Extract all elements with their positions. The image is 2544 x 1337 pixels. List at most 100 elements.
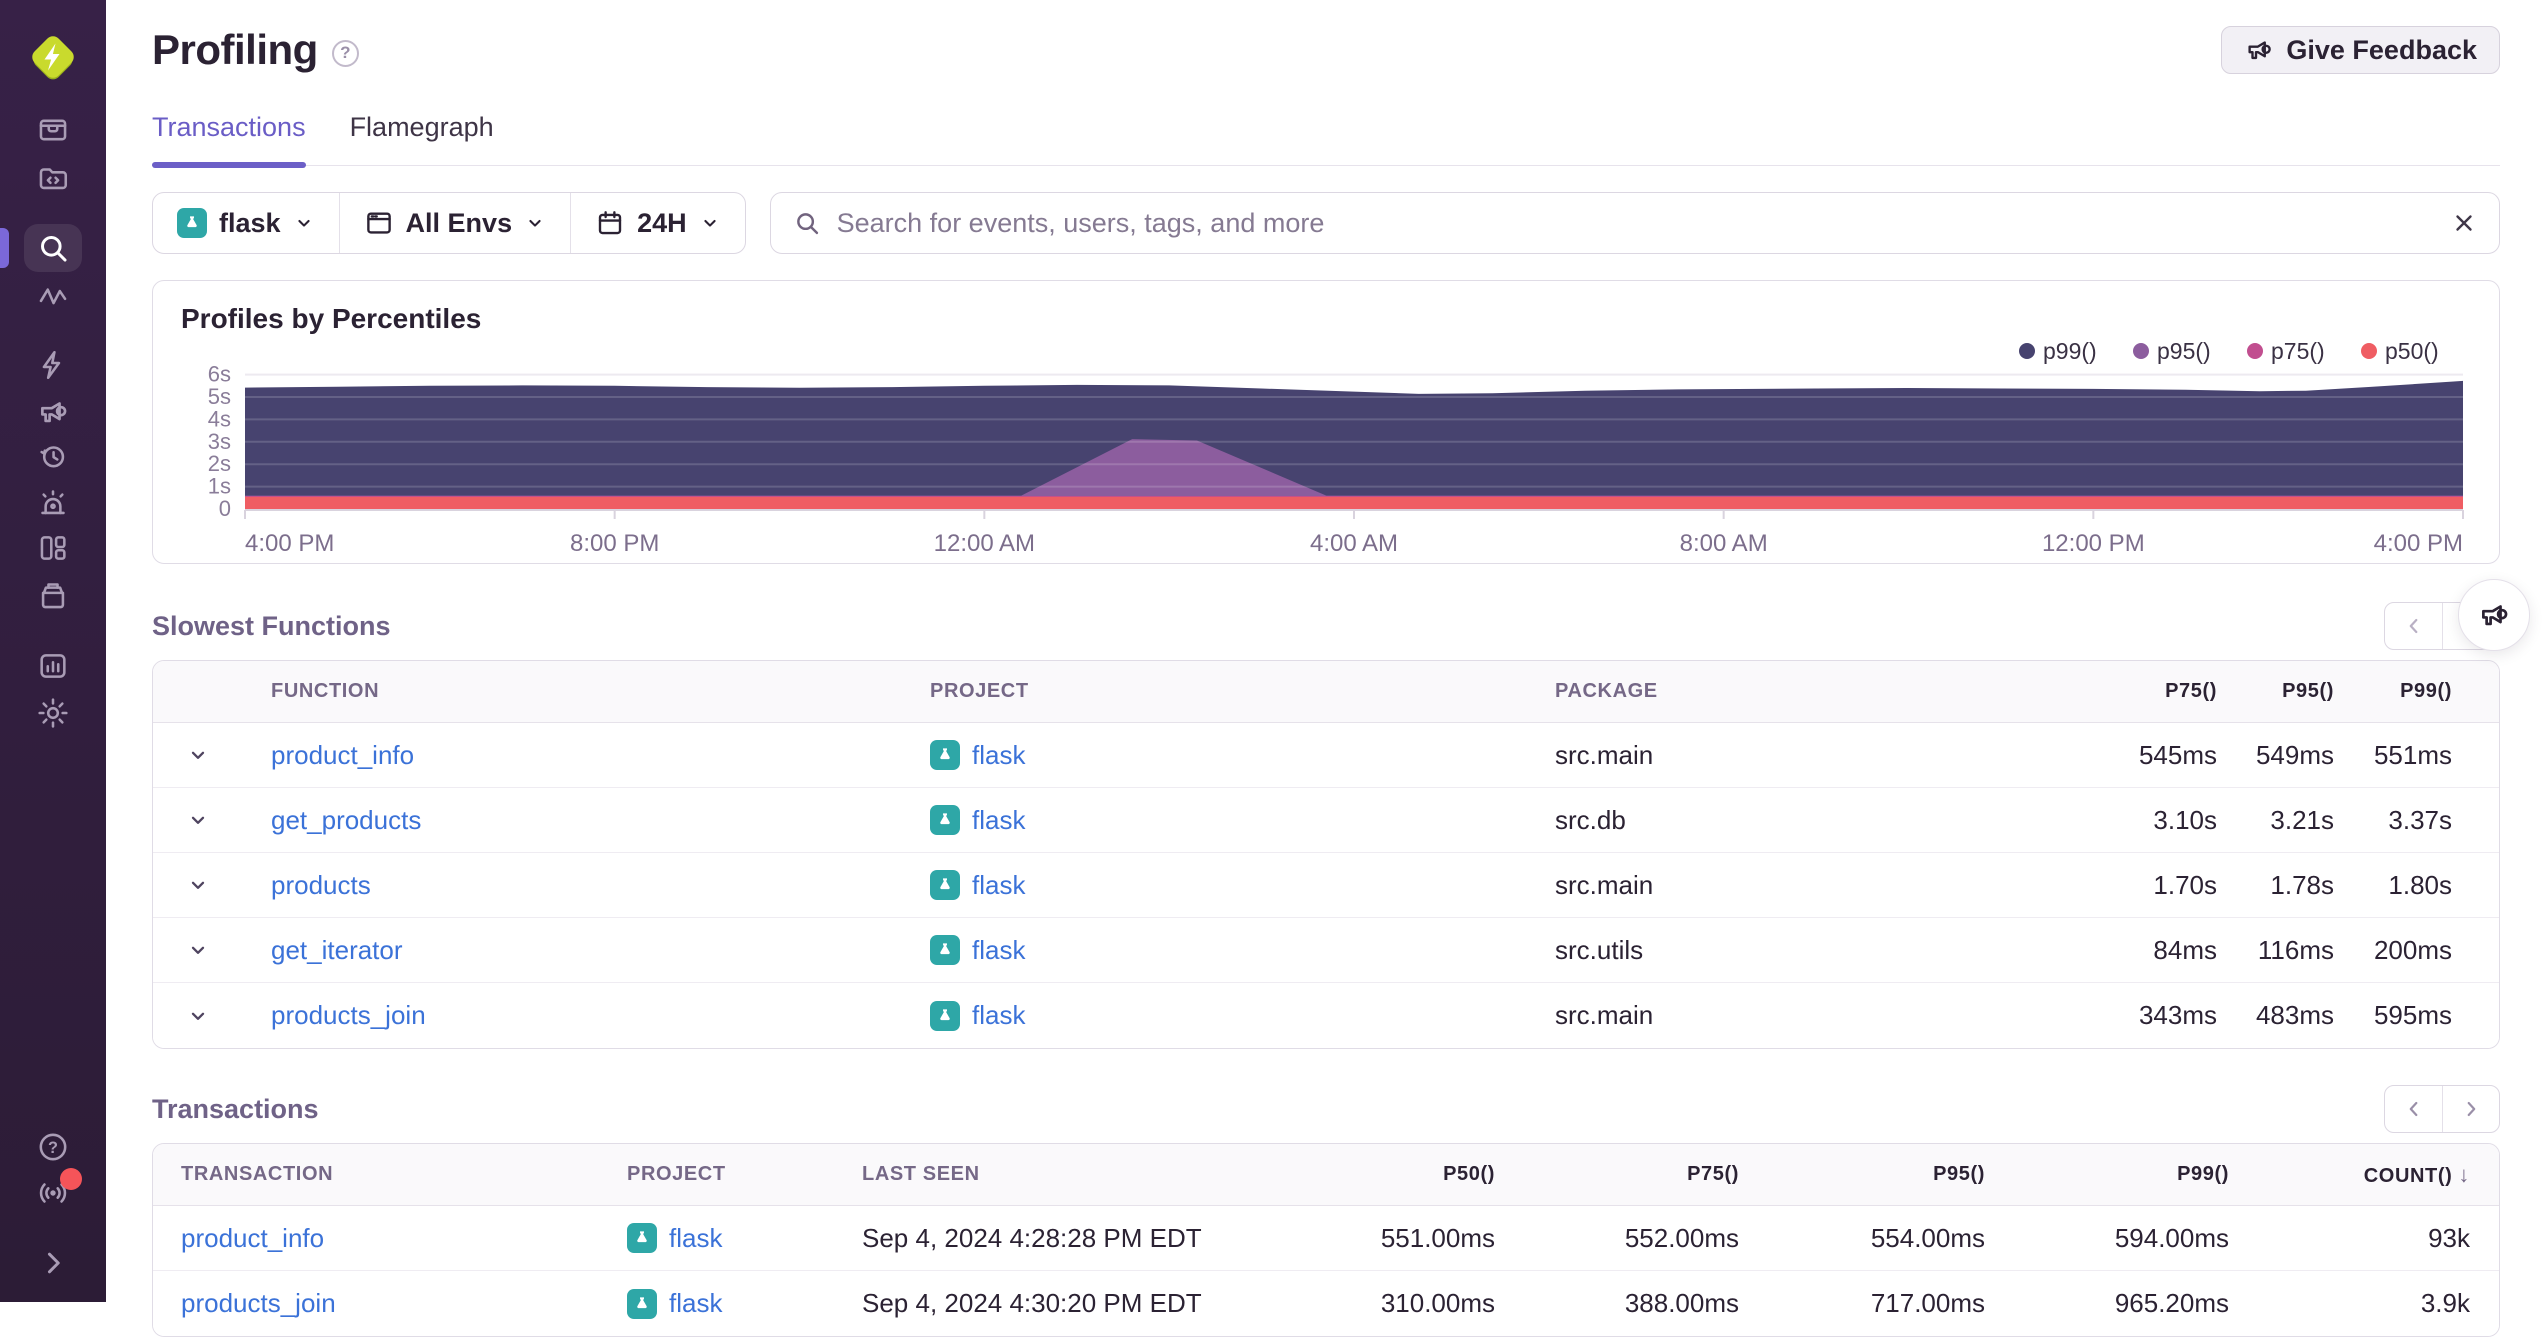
profiles-by-percentiles-panel: Profiles by Percentiles 0 1s 2s 3s 4s 5s 6s 4:0… (152, 280, 2500, 564)
column-header-function: FUNCTION (271, 680, 380, 702)
p75-value: 545ms (2138, 739, 2217, 770)
p95-value: 554.00ms (1870, 1222, 1985, 1253)
environment-filter-dropdown[interactable]: All Envs (338, 193, 571, 253)
p99-value: 595ms (2373, 1000, 2452, 1030)
app-logo[interactable] (27, 31, 79, 83)
svg-text:4:00 PM: 4:00 PM (245, 530, 334, 557)
function-link[interactable]: products_join (271, 1000, 426, 1030)
sidebar-item-alerts[interactable] (36, 487, 70, 521)
p99-value: 1.80s (2388, 869, 2452, 900)
expand-row-button[interactable] (153, 808, 243, 832)
date-range-dropdown[interactable]: 24H (570, 193, 745, 253)
package-cell: src.main (1555, 739, 1654, 770)
svg-text:4s: 4s (208, 406, 231, 431)
column-header-p75: P75() (2165, 680, 2217, 702)
table-row: products_join flask Sep 4, 2024 4:30:20 … (153, 1271, 2499, 1336)
sidebar-item-stats[interactable] (36, 649, 70, 683)
count-value: 3.9k (2420, 1288, 2470, 1318)
expand-row-button[interactable] (153, 873, 243, 897)
svg-text:1s: 1s (208, 474, 231, 499)
help-icon[interactable]: ? (36, 1130, 70, 1164)
flask-project-icon (930, 740, 960, 770)
svg-text:5s: 5s (208, 384, 231, 409)
transactions-heading: Transactions (152, 1093, 319, 1124)
next-page-button[interactable] (2442, 1086, 2499, 1132)
chevron-down-icon (529, 219, 541, 227)
table-row: get_iterator flask src.utils 84ms 116ms … (153, 918, 2499, 983)
previous-page-button[interactable] (2385, 1086, 2442, 1132)
active-nav-highlight (24, 224, 82, 272)
expand-row-button[interactable] (153, 938, 243, 962)
chevron-down-icon (297, 219, 310, 227)
transaction-link[interactable]: product_info (181, 1222, 325, 1253)
p99-value: 3.37s (2388, 804, 2452, 835)
function-link[interactable]: get_products (271, 804, 422, 835)
svg-text:3s: 3s (208, 429, 231, 454)
sidebar-item-dashboards[interactable] (36, 531, 70, 565)
sidebar-collapse-icon[interactable] (36, 1246, 70, 1280)
tab-flamegraph[interactable]: Flamegraph (349, 112, 494, 142)
transaction-link[interactable]: products_join (181, 1288, 336, 1318)
svg-text:0: 0 (219, 496, 231, 521)
floating-feedback-button[interactable] (2458, 579, 2530, 651)
sidebar-item-settings[interactable] (36, 696, 70, 730)
whats-new-icon[interactable] (36, 1176, 70, 1210)
project-link[interactable]: flask (972, 739, 1026, 770)
package-cell: src.main (1555, 1000, 1654, 1030)
svg-text:4:00 PM: 4:00 PM (2374, 530, 2463, 557)
sort-descending-icon: ↓ (2458, 1161, 2470, 1187)
chart-title: Profiles by Percentiles (181, 303, 482, 334)
tab-transactions[interactable]: Transactions (152, 112, 306, 168)
project-link[interactable]: flask (669, 1222, 723, 1253)
function-link[interactable]: products (271, 869, 371, 900)
project-link[interactable]: flask (972, 869, 1026, 900)
function-link[interactable]: product_info (271, 739, 415, 770)
close-icon[interactable] (2451, 210, 2477, 236)
search-input[interactable] (836, 207, 2435, 239)
function-link[interactable]: get_iterator (271, 934, 403, 965)
project-link[interactable]: flask (669, 1288, 723, 1318)
sidebar-item-traces[interactable] (36, 279, 70, 313)
sidebar-item-issues[interactable] (36, 113, 70, 147)
project-link[interactable]: flask (972, 804, 1026, 835)
project-filter-dropdown[interactable]: flask (153, 193, 339, 253)
flask-project-icon (177, 208, 207, 238)
transactions-pagination (2384, 1085, 2500, 1133)
svg-text:12:00 PM: 12:00 PM (2042, 530, 2145, 557)
column-header-count[interactable]: COUNT() ↓ (2363, 1161, 2470, 1187)
sidebar-item-projects[interactable] (36, 161, 70, 195)
count-value: 93k (2428, 1222, 2470, 1253)
p75-value: 84ms (2153, 934, 2217, 965)
give-feedback-button[interactable]: Give Feedback (2221, 26, 2500, 74)
search-bar (769, 192, 2500, 254)
previous-page-button[interactable] (2385, 603, 2442, 649)
sidebar-item-releases[interactable] (36, 578, 70, 612)
p75-value: 1.70s (2153, 869, 2217, 900)
p95-value: 1.78s (2270, 869, 2334, 900)
table-row: get_products flask src.db 3.10s 3.21s 3.… (153, 788, 2499, 853)
column-header-project: PROJECT (627, 1163, 726, 1185)
megaphone-icon (2248, 41, 2272, 60)
svg-text:p75(): p75() (2271, 339, 2325, 364)
flask-project-icon (930, 870, 960, 900)
flask-project-icon (627, 1288, 657, 1319)
expand-row-button[interactable] (153, 1004, 243, 1028)
notification-badge (60, 1168, 82, 1190)
sidebar-item-replays[interactable] (36, 439, 70, 473)
column-header-p75: P75() (1687, 1163, 1739, 1185)
p95-value: 483ms (2255, 1000, 2334, 1030)
project-link[interactable]: flask (972, 934, 1026, 965)
page-help-icon[interactable]: ? (331, 39, 359, 67)
column-header-p95: P95() (2282, 680, 2334, 702)
sidebar-item-explore[interactable] (36, 231, 70, 265)
sidebar-item-insights[interactable] (36, 348, 70, 382)
table-row: product_info flask Sep 4, 2024 4:28:28 P… (153, 1206, 2499, 1271)
flask-project-icon (627, 1223, 657, 1253)
p75-value: 552.00ms (1624, 1222, 1739, 1253)
column-header-last-seen: LAST SEEN (862, 1163, 980, 1185)
expand-row-button[interactable] (153, 743, 243, 767)
svg-text:p95(): p95() (2157, 339, 2211, 364)
sidebar-item-feedback[interactable] (36, 395, 70, 429)
project-link[interactable]: flask (972, 1000, 1026, 1030)
